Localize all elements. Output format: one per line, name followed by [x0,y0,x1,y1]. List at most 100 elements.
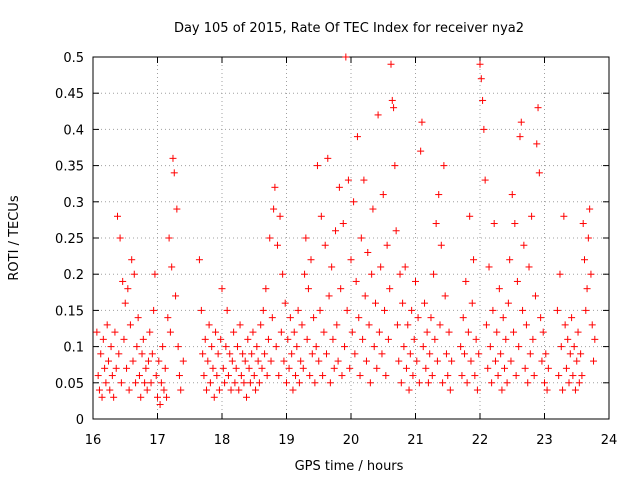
data-point [590,357,598,365]
data-point [400,343,408,351]
data-point [313,162,321,170]
data-point [230,328,238,336]
data-point [285,364,293,372]
data-point [507,357,515,365]
data-point [347,256,355,264]
data-point [164,314,172,322]
data-point [107,343,115,351]
data-point [521,364,529,372]
data-point [235,386,243,394]
data-point [502,335,510,343]
data-point [475,350,483,358]
data-point [586,205,594,213]
data-point [467,357,475,365]
data-point [226,350,234,358]
data-point [249,328,257,336]
data-point [177,386,185,394]
data-point [404,321,412,329]
data-point [577,350,585,358]
data-point [146,328,154,336]
data-point [227,386,235,394]
data-point [445,328,453,336]
data-point [253,343,261,351]
y-tick-label: 0.15 [55,304,84,319]
data-point [102,379,110,387]
data-point [528,212,536,220]
data-point [124,285,132,293]
data-point [175,372,183,380]
data-point [195,256,203,264]
data-point [355,314,363,322]
data-point [519,306,527,314]
data-point [517,118,525,126]
y-tick-label: 0 [76,413,84,428]
x-tick-label: 20 [343,433,360,448]
data-point [341,343,349,351]
data-point [165,234,173,242]
data-point [386,285,394,293]
data-point [231,379,239,387]
x-tick-label: 18 [214,433,231,448]
data-point [557,343,565,351]
data-point [272,343,280,351]
data-point [457,343,465,351]
data-point [569,372,577,380]
data-point [591,335,599,343]
data-point [484,364,492,372]
data-point [237,372,245,380]
data-point [503,379,511,387]
y-tick-label: 0.35 [55,160,84,175]
x-tick-label: 23 [536,433,553,448]
data-point [128,256,136,264]
data-point [433,357,441,365]
data-point [112,364,120,372]
data-point [459,314,467,322]
data-point [575,379,583,387]
data-point [174,343,182,351]
data-point [399,299,407,307]
data-point [490,220,498,228]
data-point [286,314,294,322]
data-point [364,248,372,256]
data-point [255,379,263,387]
data-point [491,357,499,365]
data-point [476,60,484,68]
data-point [473,386,481,394]
data-point [214,350,222,358]
data-point [533,140,541,148]
data-point [129,357,137,365]
data-point [359,335,367,343]
data-point [566,350,574,358]
data-point [125,386,133,394]
data-point [219,364,227,372]
data-point [302,234,310,242]
data-point [468,299,476,307]
x-tick-label: 24 [601,433,618,448]
data-point [525,263,533,271]
data-point [440,162,448,170]
data-point [530,372,538,380]
data-point [522,321,530,329]
data-point [369,205,377,213]
x-tick-label: 21 [407,433,424,448]
data-point [303,335,311,343]
data-point [377,263,385,271]
data-point [126,321,134,329]
data-point [104,357,112,365]
data-point [280,357,288,365]
data-point [430,270,438,278]
data-point [324,154,332,162]
data-point [510,328,518,336]
data-point [418,118,426,126]
data-point [297,357,305,365]
data-point [232,364,240,372]
data-point [271,183,279,191]
data-point [480,125,488,133]
data-point [580,256,588,264]
data-point [417,147,425,155]
data-point [93,328,101,336]
data-point [332,227,340,235]
y-tick-label: 0.2 [63,268,84,283]
data-point [206,379,214,387]
data-point [138,350,146,358]
